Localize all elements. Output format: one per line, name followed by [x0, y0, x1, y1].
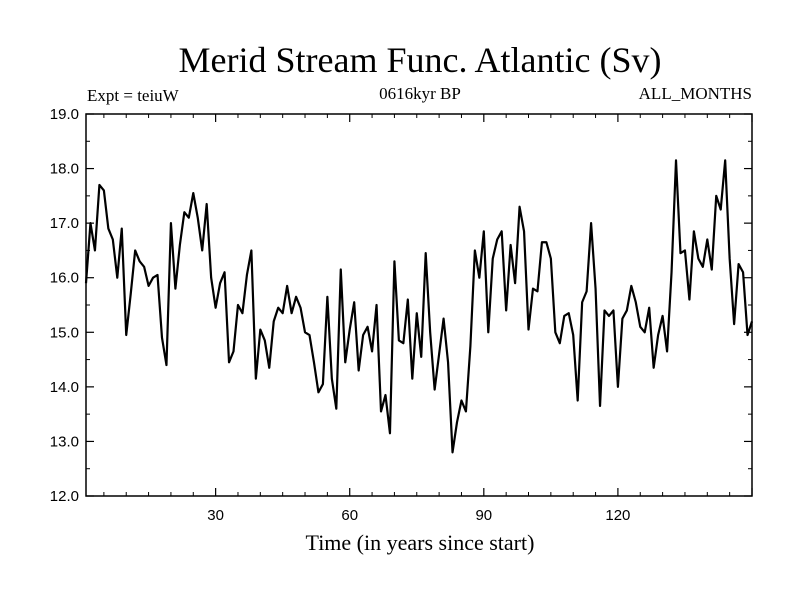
plot-frame: [85, 113, 753, 497]
x-tick-label: 90: [475, 507, 492, 524]
x-tick-label: 120: [605, 507, 630, 524]
y-axis: 12.0 13.0 14.0 15.0 16.0 17.0 18.0 19.0: [50, 106, 752, 505]
y-tick-label: 13.0: [50, 433, 79, 450]
months-label: ALL_MONTHS: [639, 84, 752, 103]
y-tick-label: 18.0: [50, 161, 79, 178]
x-tick-label: 30: [207, 507, 224, 524]
y-tick-label: 16.0: [50, 270, 79, 287]
y-tick-label: 19.0: [50, 106, 79, 123]
x-tick-label: 60: [341, 507, 358, 524]
chart-title: Merid Stream Func. Atlantic (Sv): [179, 40, 662, 80]
y-tick-label: 15.0: [50, 324, 79, 341]
series-line-amoc: [84, 159, 754, 454]
chart-subtitle: 0616kyr BP: [379, 84, 461, 103]
y-tick-label: 14.0: [50, 379, 79, 396]
x-axis-label: Time (in years since start): [306, 530, 535, 555]
experiment-label: Expt = teiuW: [87, 86, 180, 105]
y-tick-label: 17.0: [50, 215, 79, 232]
y-tick-label: 12.0: [50, 488, 79, 505]
